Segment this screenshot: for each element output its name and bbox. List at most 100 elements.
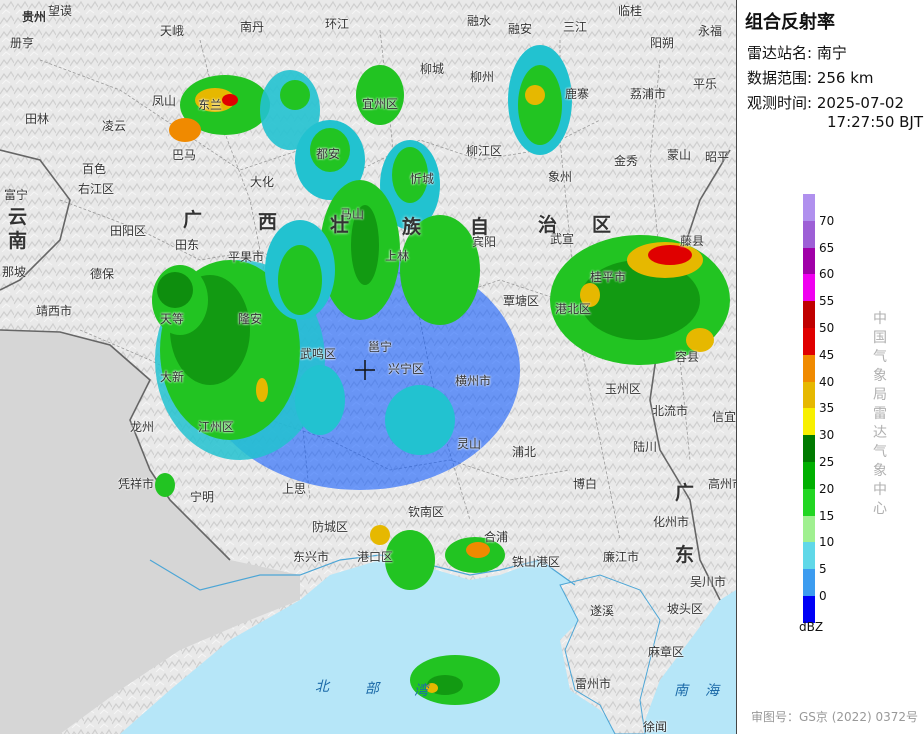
region-label: 南 bbox=[8, 230, 28, 252]
range-label: 数据范围: bbox=[747, 69, 813, 87]
city-label: 凭祥市 bbox=[118, 477, 155, 491]
city-label: 东兰 bbox=[198, 98, 223, 112]
legend-value-label: 50 bbox=[819, 321, 835, 335]
city-label: 合浦 bbox=[484, 530, 509, 544]
city-label: 港北区 bbox=[555, 302, 592, 316]
city-label: 凌云 bbox=[102, 119, 127, 133]
city-label: 灵山 bbox=[457, 437, 482, 451]
region-label: 族 bbox=[402, 216, 422, 238]
city-label: 江州区 bbox=[198, 420, 235, 434]
city-label: 容县 bbox=[675, 350, 700, 364]
sea-label: 南 bbox=[674, 683, 688, 699]
city-label: 隆安 bbox=[238, 312, 263, 326]
city-label: 右江区 bbox=[78, 182, 115, 196]
city-label: 富宁 bbox=[4, 188, 29, 202]
city-label: 防城区 bbox=[312, 520, 349, 534]
city-label: 忻城 bbox=[410, 172, 435, 186]
city-label: 靖西市 bbox=[36, 304, 73, 318]
city-label: 化州市 bbox=[653, 515, 690, 529]
region-label: 壮 bbox=[330, 214, 350, 236]
legend-color-bar bbox=[803, 194, 815, 623]
legend-swatch bbox=[803, 301, 815, 328]
legend-value-label: 40 bbox=[819, 374, 835, 389]
city-label: 坡头区 bbox=[667, 602, 704, 616]
city-label: 上思 bbox=[282, 482, 307, 496]
city-label: 宁明 bbox=[190, 490, 215, 504]
city-label: 永福 bbox=[698, 24, 723, 38]
city-label: 雷州市 bbox=[575, 677, 612, 691]
station-label: 雷达站名: bbox=[747, 44, 813, 62]
city-label: 信宜市 bbox=[712, 410, 736, 424]
legend-swatch bbox=[803, 381, 815, 409]
city-label: 钦南区 bbox=[408, 505, 445, 519]
time-clock: 17:27:50 BJT bbox=[827, 113, 924, 131]
sea-label: 湾 bbox=[414, 683, 428, 699]
city-label: 桂平市 bbox=[590, 270, 627, 284]
city-label: 宾阳 bbox=[472, 235, 497, 249]
city-label: 象州 bbox=[548, 170, 573, 184]
legend-value-label: 30 bbox=[819, 428, 835, 443]
legend-value-label: 20 bbox=[819, 481, 835, 496]
city-label: 百色 bbox=[82, 162, 107, 176]
legend-value-label: 15 bbox=[819, 508, 835, 523]
city-label: 横州市 bbox=[455, 374, 492, 388]
city-label: 覃塘区 bbox=[503, 294, 540, 308]
city-label: 都安 bbox=[316, 147, 341, 161]
city-label: 贵州 bbox=[22, 10, 47, 24]
time-date: 2025-07-02 bbox=[816, 94, 905, 112]
city-label: 武宣 bbox=[550, 232, 575, 246]
city-label: 上林 bbox=[385, 249, 410, 263]
city-label: 德保 bbox=[90, 267, 115, 281]
radar-map[interactable]: 贵州 望谟 册亨 天峨 南丹 环江 融水 融安 三江 临桂 阳朔 永福 凤山 东… bbox=[0, 0, 736, 734]
city-label: 柳城 bbox=[420, 62, 445, 76]
city-label: 遂溪 bbox=[590, 604, 615, 618]
city-label: 徐闻 bbox=[643, 720, 668, 734]
legend-swatch bbox=[803, 488, 815, 516]
region-label: 云 bbox=[8, 206, 28, 228]
city-label: 金秀 bbox=[614, 154, 639, 168]
city-label: 平果市 bbox=[228, 250, 265, 264]
city-label: 鹿寨 bbox=[565, 87, 590, 101]
sea-label: 北 bbox=[315, 679, 329, 695]
region-label: 区 bbox=[592, 214, 612, 236]
city-label: 昭平 bbox=[705, 150, 730, 164]
city-label: 宜州区 bbox=[362, 97, 399, 111]
city-label: 临桂 bbox=[618, 4, 643, 18]
city-label: 龙州 bbox=[130, 420, 155, 434]
city-label: 港口区 bbox=[357, 550, 394, 564]
city-label: 巴马 bbox=[172, 148, 197, 162]
map-canvas bbox=[0, 0, 736, 734]
south-sea bbox=[640, 590, 736, 734]
coastline bbox=[149, 554, 576, 591]
legend-value-label: 45 bbox=[819, 347, 835, 362]
city-label: 田阳区 bbox=[110, 224, 147, 238]
city-label: 荔浦市 bbox=[630, 87, 667, 101]
city-label: 东兴市 bbox=[293, 550, 330, 564]
city-label: 融安 bbox=[508, 22, 533, 36]
legend-swatch bbox=[803, 220, 815, 248]
city-label: 平乐 bbox=[693, 77, 718, 91]
city-label: 阳朔 bbox=[650, 36, 675, 50]
legend-swatch bbox=[803, 515, 815, 543]
legend-swatch bbox=[803, 354, 815, 382]
sea-label: 海 bbox=[705, 683, 719, 699]
region-label: 自 bbox=[470, 216, 490, 238]
region-label: 广 bbox=[183, 209, 203, 231]
city-label: 田东 bbox=[175, 238, 200, 252]
city-label: 望谟 bbox=[48, 4, 73, 18]
city-label: 武鸣区 bbox=[300, 347, 337, 361]
radar-echoes bbox=[152, 45, 730, 705]
city-label: 麻章区 bbox=[648, 645, 685, 659]
city-label: 大新 bbox=[160, 370, 185, 384]
region-label: 西 bbox=[258, 211, 278, 233]
region-label: 治 bbox=[538, 214, 558, 236]
city-label: 那坡 bbox=[2, 265, 27, 279]
foreign-land-area bbox=[0, 330, 300, 734]
city-label: 环江 bbox=[325, 17, 350, 31]
legend-swatch bbox=[803, 435, 815, 462]
range-value: 256 km bbox=[816, 69, 874, 87]
legend-value-label: 25 bbox=[819, 455, 835, 469]
time-row: 观测时间: 2025-07-02 bbox=[747, 92, 904, 113]
legend-value-label: 60 bbox=[819, 267, 835, 282]
